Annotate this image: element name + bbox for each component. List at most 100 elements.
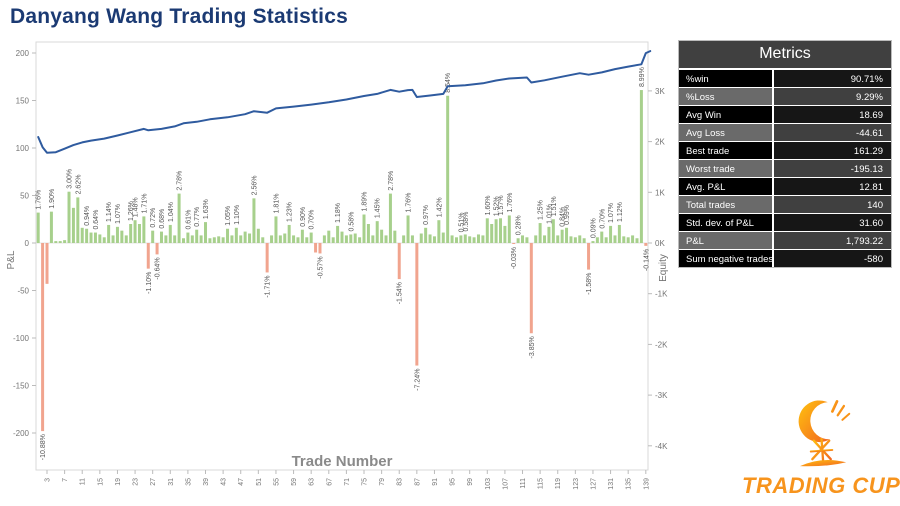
trade-bar[interactable] (296, 237, 300, 243)
trade-bar[interactable] (402, 235, 406, 243)
trade-bar[interactable] (481, 235, 485, 243)
trade-bar[interactable] (432, 236, 436, 243)
trade-bar[interactable] (120, 230, 124, 243)
trade-bar[interactable] (186, 232, 190, 243)
trade-bar[interactable] (212, 237, 216, 243)
trade-bar[interactable] (459, 235, 463, 243)
trade-bar[interactable] (635, 238, 639, 243)
trade-bar[interactable] (270, 235, 274, 243)
trade-bar[interactable] (190, 235, 194, 243)
trade-bar[interactable] (115, 226, 119, 243)
trade-bar[interactable] (133, 220, 137, 243)
trade-bar[interactable] (437, 220, 441, 243)
trade-bar[interactable] (617, 224, 621, 243)
trade-bar[interactable] (410, 235, 414, 243)
trade-bar[interactable] (111, 235, 115, 243)
trade-bar[interactable] (340, 231, 344, 243)
trade-bar[interactable] (309, 232, 313, 243)
trade-bar[interactable] (151, 230, 155, 243)
trade-bar[interactable] (600, 231, 604, 243)
trade-bar[interactable] (155, 243, 159, 255)
trade-bar[interactable] (300, 229, 304, 243)
trade-bar[interactable] (375, 221, 379, 243)
trade-bar[interactable] (98, 234, 102, 243)
trade-bar[interactable] (239, 235, 243, 243)
trade-bar[interactable] (58, 241, 62, 243)
trade-bar[interactable] (525, 237, 529, 243)
trade-bar[interactable] (234, 227, 238, 243)
trade-bar[interactable] (314, 243, 318, 253)
trade-bar[interactable] (173, 235, 177, 243)
trade-bar[interactable] (252, 198, 256, 243)
trade-bar[interactable] (468, 236, 472, 243)
trade-bar[interactable] (85, 228, 89, 243)
trade-bar[interactable] (283, 233, 287, 244)
trade-bar[interactable] (142, 216, 146, 243)
trade-bar[interactable] (388, 193, 392, 243)
trade-bar[interactable] (353, 233, 357, 244)
trade-bar[interactable] (265, 243, 269, 273)
trade-bar[interactable] (221, 237, 225, 243)
trade-bar[interactable] (45, 243, 49, 284)
trade-bar[interactable] (472, 237, 476, 243)
trade-bar[interactable] (248, 233, 252, 244)
trade-bar[interactable] (503, 225, 507, 243)
trade-bar[interactable] (199, 235, 203, 243)
trade-bar[interactable] (71, 207, 75, 243)
trade-bar[interactable] (292, 235, 296, 243)
trade-bar[interactable] (521, 235, 525, 243)
trade-bar[interactable] (494, 219, 498, 243)
trade-bar[interactable] (362, 214, 366, 244)
trade-bar[interactable] (318, 243, 322, 254)
trade-bar[interactable] (89, 232, 93, 243)
trade-bar[interactable] (204, 222, 208, 243)
trade-bar[interactable] (613, 235, 617, 243)
trade-bar[interactable] (243, 231, 247, 243)
trade-bar[interactable] (587, 243, 591, 270)
trade-bar[interactable] (322, 235, 326, 243)
trade-bar[interactable] (102, 237, 106, 243)
trade-bar[interactable] (278, 235, 282, 243)
trade-bar[interactable] (534, 235, 538, 243)
trade-bar[interactable] (159, 231, 163, 243)
trade-bar[interactable] (595, 237, 599, 243)
trade-bar[interactable] (490, 224, 494, 243)
trade-bar[interactable] (622, 236, 626, 243)
trade-bar[interactable] (164, 235, 168, 243)
trade-bar[interactable] (371, 235, 375, 243)
trade-bar[interactable] (573, 237, 577, 243)
trade-bar[interactable] (604, 237, 608, 243)
trade-bar[interactable] (366, 224, 370, 243)
trade-bar[interactable] (446, 95, 450, 243)
trade-bar[interactable] (327, 230, 331, 243)
trade-bar[interactable] (485, 218, 489, 243)
trade-bar[interactable] (393, 230, 397, 243)
trade-bar[interactable] (565, 227, 569, 243)
trade-bar[interactable] (463, 234, 467, 243)
trade-bar[interactable] (41, 243, 45, 432)
trade-bar[interactable] (547, 226, 551, 243)
trade-bar[interactable] (274, 216, 278, 243)
trade-bar[interactable] (609, 225, 613, 243)
trade-bar[interactable] (146, 243, 150, 269)
trade-bar[interactable] (441, 232, 445, 243)
trade-bar[interactable] (582, 238, 586, 243)
trade-bar[interactable] (397, 243, 401, 280)
trade-bar[interactable] (644, 243, 648, 246)
trade-bar[interactable] (424, 227, 428, 243)
trade-bar[interactable] (516, 238, 520, 243)
trade-bar[interactable] (551, 219, 555, 243)
trade-bar[interactable] (93, 232, 97, 243)
trade-bar[interactable] (137, 224, 141, 243)
trade-bar[interactable] (454, 237, 458, 243)
trade-bar[interactable] (380, 229, 384, 243)
trade-bar[interactable] (305, 237, 309, 243)
trade-bar[interactable] (208, 238, 212, 243)
trade-bar[interactable] (349, 234, 353, 243)
trade-bar[interactable] (63, 240, 67, 243)
trade-bar[interactable] (177, 193, 181, 243)
trade-bar[interactable] (181, 238, 185, 243)
trade-bar[interactable] (80, 227, 84, 243)
trade-bar[interactable] (591, 241, 595, 243)
trade-bar[interactable] (569, 236, 573, 243)
